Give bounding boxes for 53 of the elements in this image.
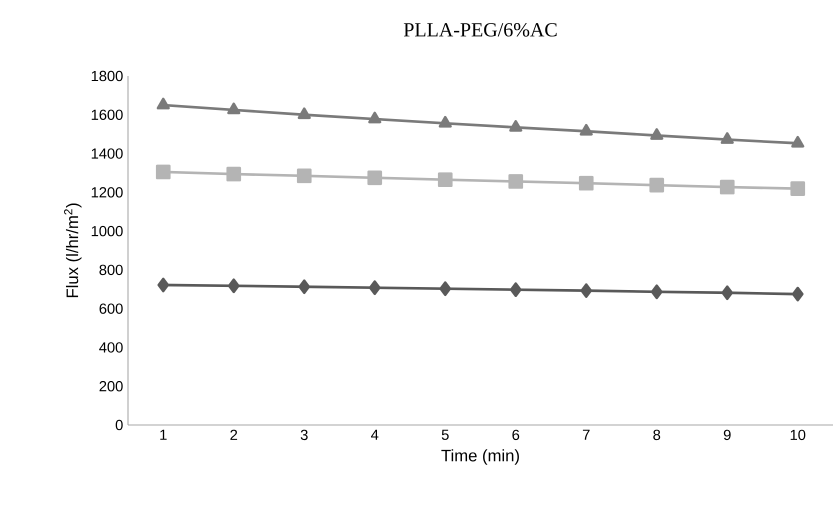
point bbox=[438, 172, 453, 188]
point bbox=[226, 166, 242, 182]
point bbox=[508, 174, 524, 189]
x-tick-label: 5 bbox=[442, 430, 449, 440]
point bbox=[650, 284, 663, 300]
y-tick-label: 200 bbox=[100, 381, 123, 392]
point bbox=[227, 102, 240, 114]
point bbox=[791, 136, 804, 148]
point bbox=[792, 286, 804, 302]
x-axis-title: Time (min) bbox=[441, 449, 519, 465]
point bbox=[368, 280, 381, 296]
y-axis-title: Flux (l/hr/m$^{2}$) bbox=[64, 204, 82, 298]
point bbox=[721, 285, 734, 300]
point bbox=[156, 164, 171, 180]
x-tick-label: 1 bbox=[160, 430, 167, 440]
point bbox=[790, 181, 806, 196]
point bbox=[438, 116, 452, 128]
point bbox=[367, 170, 382, 186]
x-tick-label: 7 bbox=[582, 430, 590, 440]
point bbox=[298, 107, 311, 120]
point bbox=[720, 180, 735, 194]
x-tick-label: 4 bbox=[371, 430, 378, 440]
point bbox=[298, 279, 310, 294]
point bbox=[296, 168, 312, 184]
point bbox=[368, 112, 382, 124]
y-tick-label: 1600 bbox=[92, 110, 123, 120]
chart-title: PLLA-PEG/6%AC bbox=[404, 23, 557, 37]
x-tick-label: 6 bbox=[512, 430, 520, 440]
y-tick-label: 1400 bbox=[92, 148, 123, 159]
y-tick-label: 1200 bbox=[92, 187, 123, 198]
x-tick-label: 2 bbox=[230, 430, 238, 440]
point bbox=[580, 283, 592, 298]
y-tick-label: 400 bbox=[99, 342, 123, 353]
y-tick-label: 1000 bbox=[92, 226, 123, 236]
point bbox=[156, 98, 170, 110]
point bbox=[720, 132, 734, 144]
point bbox=[157, 278, 170, 292]
x-tick-label: 8 bbox=[653, 430, 660, 440]
point bbox=[510, 282, 522, 297]
point bbox=[439, 281, 452, 296]
point bbox=[578, 176, 594, 191]
y-tick-label: 600 bbox=[100, 303, 123, 314]
point bbox=[580, 124, 593, 136]
point bbox=[509, 120, 522, 132]
y-tick-label: 800 bbox=[99, 264, 123, 276]
point bbox=[649, 178, 664, 192]
x-tick-label: 9 bbox=[724, 430, 731, 440]
y-tick-label: 1800 bbox=[92, 70, 123, 82]
x-tick-label: 3 bbox=[300, 430, 308, 440]
x-tick-label: 10 bbox=[790, 430, 806, 440]
point bbox=[650, 128, 664, 140]
point bbox=[228, 278, 240, 294]
y-tick-label: 0 bbox=[116, 420, 123, 430]
